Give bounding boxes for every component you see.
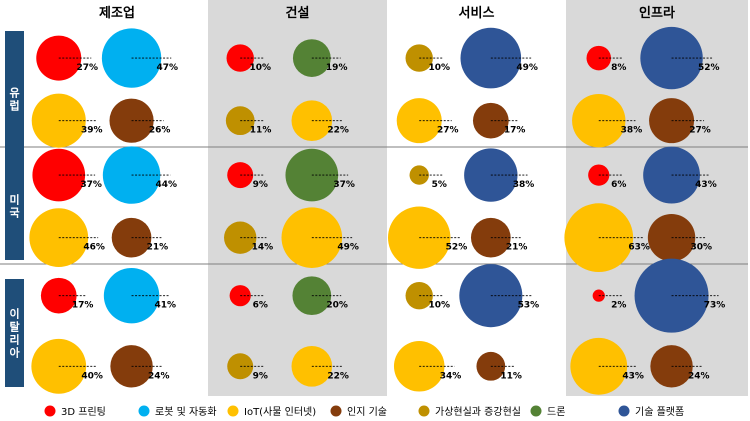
column-header: 건설 <box>286 5 310 21</box>
legend-label: 인지 기술 <box>347 406 387 418</box>
data-label: 22% <box>327 126 349 136</box>
data-label: 63% <box>628 243 650 253</box>
data-label: 26% <box>149 126 171 136</box>
data-label: 27% <box>689 126 711 136</box>
data-label: 73% <box>704 301 726 311</box>
data-label: 9% <box>253 180 268 190</box>
data-label: 43% <box>622 371 644 381</box>
data-label: 17% <box>72 301 94 311</box>
data-label: 37% <box>80 180 102 190</box>
data-label: 44% <box>156 180 178 190</box>
data-label: 27% <box>76 63 98 73</box>
data-label: 47% <box>156 63 178 73</box>
bubble <box>31 93 86 148</box>
legend-label: IoT(사물 인터넷) <box>244 406 316 418</box>
data-label: 39% <box>81 126 103 136</box>
legend-label: 기술 플랫폼 <box>635 406 684 418</box>
legend-marker <box>618 405 630 417</box>
bubble <box>649 98 695 144</box>
data-label: 49% <box>516 63 538 73</box>
data-label: 52% <box>698 63 720 73</box>
data-label: 43% <box>695 180 717 190</box>
data-label: 27% <box>437 126 459 136</box>
legend-label: 가상현실과 증강현실 <box>435 406 521 418</box>
data-label: 24% <box>148 371 170 381</box>
data-label: 14% <box>252 243 274 253</box>
data-label: 8% <box>611 63 626 73</box>
bubble <box>32 148 86 202</box>
data-label: 2% <box>611 301 626 311</box>
data-label: 46% <box>83 243 105 253</box>
row-label-bg <box>5 31 24 167</box>
data-label: 22% <box>327 371 349 381</box>
legend-marker <box>330 405 342 417</box>
data-label: 52% <box>446 243 468 253</box>
legend-marker <box>138 405 150 417</box>
column-header: 서비스 <box>459 6 495 21</box>
legend-label: 드론 <box>547 406 565 418</box>
data-label: 10% <box>428 63 450 73</box>
legend-marker <box>530 405 542 417</box>
data-label: 17% <box>504 126 526 136</box>
data-label: 19% <box>326 63 348 73</box>
data-label: 38% <box>621 126 643 136</box>
data-label: 11% <box>500 371 522 381</box>
bubble <box>643 146 700 204</box>
bubble <box>29 208 89 268</box>
data-label: 30% <box>691 243 713 253</box>
data-label: 37% <box>333 180 355 190</box>
data-label: 40% <box>81 371 103 381</box>
data-label: 24% <box>688 371 710 381</box>
row-label-bg <box>5 279 24 387</box>
data-label: 20% <box>326 301 348 311</box>
legend-label: 로봇 및 자동화 <box>155 406 217 418</box>
data-label: 5% <box>432 180 447 190</box>
data-label: 21% <box>506 243 528 253</box>
legend-marker <box>418 405 430 417</box>
data-label: 34% <box>440 371 462 381</box>
legend-marker <box>44 405 56 417</box>
data-label: 9% <box>253 371 268 381</box>
data-label: 38% <box>513 180 535 190</box>
data-label: 11% <box>250 126 272 136</box>
data-label: 53% <box>518 301 540 311</box>
data-label: 10% <box>428 301 450 311</box>
legend-label: 3D 프린팅 <box>61 406 106 418</box>
data-label: 6% <box>253 301 268 311</box>
data-label: 49% <box>337 243 359 253</box>
data-label: 10% <box>249 63 271 73</box>
data-label: 6% <box>611 180 626 190</box>
legend-marker <box>227 405 239 417</box>
column-header: 제조업 <box>99 6 135 21</box>
data-label: 21% <box>147 243 169 253</box>
column-header: 인프라 <box>639 5 675 21</box>
data-label: 41% <box>155 301 177 311</box>
row-label-bg <box>5 152 24 260</box>
